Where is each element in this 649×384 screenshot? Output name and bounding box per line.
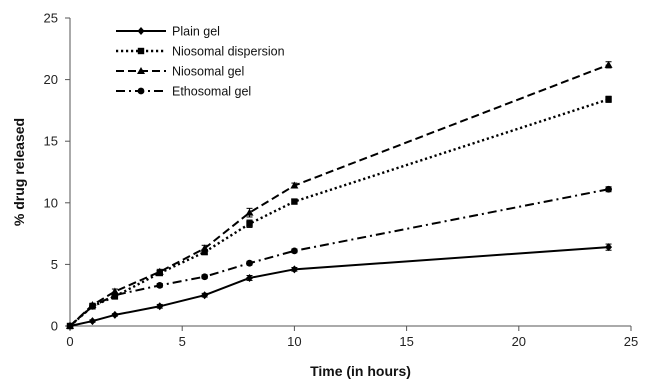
x-tick-label: 15: [399, 334, 413, 349]
data-point: [246, 259, 253, 267]
data-point: [246, 220, 253, 227]
x-tick-label: 20: [512, 334, 526, 349]
data-point: [89, 302, 96, 310]
series-line: [69, 188, 609, 327]
y-tick-label: 5: [51, 257, 58, 272]
x-axis-title: Time (in hours): [310, 363, 411, 379]
y-tick-label: 0: [51, 319, 58, 334]
legend-label: Niosomal gel: [172, 65, 244, 79]
x-tick-label: 10: [287, 334, 301, 349]
series-niosomal-dispersion: [66, 95, 612, 330]
data-point: [246, 273, 254, 282]
legend-swatch-marker: [137, 87, 145, 95]
data-point: [290, 181, 299, 189]
data-point: [290, 265, 298, 274]
series-niosomal-gel: [66, 60, 613, 329]
data-point: [88, 317, 96, 326]
data-point: [156, 302, 164, 311]
legend-label: Niosomal dispersion: [172, 45, 285, 59]
x-tick-label: 25: [624, 334, 638, 349]
data-point: [605, 185, 612, 193]
data-point: [604, 60, 613, 68]
data-point: [111, 310, 119, 319]
data-point: [156, 281, 164, 289]
x-tick-label: 5: [179, 334, 186, 349]
legend: Plain gel Niosomal dispersion Niosomal gel…: [116, 25, 285, 99]
series-line: [69, 63, 609, 327]
axes: 0 5 10 15 20 25 0 5 10 15 20 25: [44, 11, 639, 350]
y-tick-label: 10: [44, 195, 58, 210]
data-point: [605, 243, 613, 252]
legend-entry: Plain gel: [116, 25, 220, 39]
y-tick-label: 20: [44, 72, 58, 87]
legend-entry: Niosomal dispersion: [116, 45, 285, 59]
legend-swatch-marker: [137, 27, 145, 35]
data-point: [605, 96, 612, 103]
x-tick-label: 0: [66, 334, 73, 349]
y-tick-label: 25: [44, 11, 58, 26]
series-ethosomal-gel: [66, 185, 612, 330]
data-point: [66, 322, 74, 330]
data-point: [291, 247, 298, 255]
legend-label: Plain gel: [172, 25, 220, 39]
y-tick-label: 15: [44, 134, 58, 149]
legend-swatch-marker: [137, 67, 145, 74]
data-point: [201, 273, 209, 281]
series-layer: [66, 60, 613, 330]
data-point: [201, 248, 208, 256]
data-point: [200, 244, 209, 252]
data-point: [201, 291, 209, 300]
series-line: [69, 246, 609, 327]
data-point: [111, 291, 119, 299]
data-point: [155, 267, 164, 275]
data-point: [245, 208, 254, 216]
series-plain-gel: [66, 243, 613, 330]
data-point: [291, 198, 298, 205]
legend-swatch-marker: [137, 47, 145, 55]
y-axis-title: % drug released: [11, 118, 27, 226]
legend-label: Ethosomal gel: [172, 85, 251, 99]
series-line: [69, 98, 609, 327]
legend-entry: Niosomal gel: [116, 65, 244, 79]
legend-entry: Ethosomal gel: [116, 85, 251, 99]
